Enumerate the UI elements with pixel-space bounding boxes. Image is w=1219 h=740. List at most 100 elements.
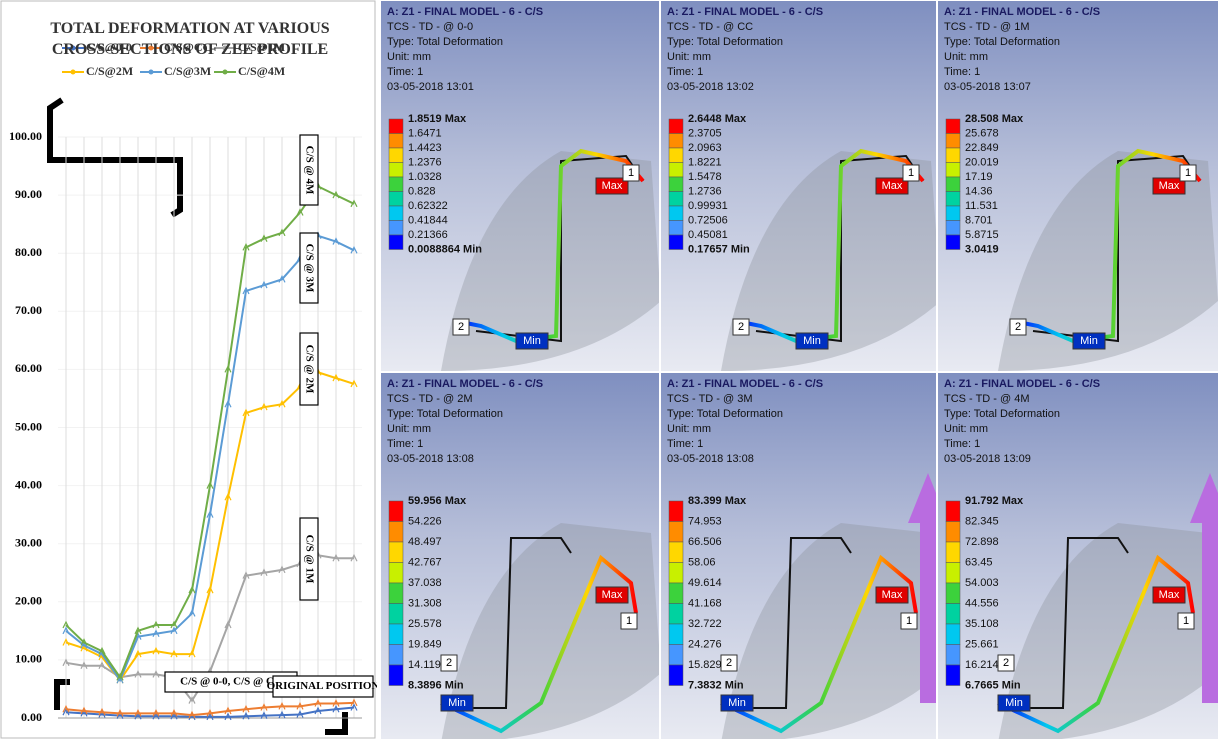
header-line: Type: Total Deformation bbox=[387, 408, 503, 420]
load-arrow bbox=[908, 473, 936, 703]
point-marker bbox=[278, 710, 286, 719]
result-panel: Max Min 1 2 28.508 Max 25.678 22.849 20.019 17.1… bbox=[937, 0, 1219, 372]
legend-band bbox=[945, 500, 961, 522]
annotation: C/S @ 1M bbox=[303, 535, 315, 584]
result-panel: Max Min 1 2 2.6448 Max 2.3705 2.0963 1.8221 1.54… bbox=[660, 0, 937, 372]
legend-value: 0.45081 bbox=[688, 229, 728, 241]
legend-band bbox=[668, 521, 684, 543]
y-tick-label: 30.00 bbox=[15, 535, 42, 549]
legend-label: C/S@CC bbox=[164, 40, 211, 54]
annotation-box bbox=[299, 232, 319, 304]
point-marker bbox=[62, 626, 70, 635]
original-profile bbox=[998, 537, 1129, 709]
panel-header: A: Z1 - FINAL MODEL - 6 - C/S TCS - TD - … bbox=[387, 5, 543, 95]
point-marker bbox=[224, 492, 232, 501]
point-marker bbox=[116, 672, 124, 681]
header-line: 03-05-2018 13:08 bbox=[667, 453, 754, 465]
legend-value: 1.4423 bbox=[408, 142, 442, 154]
header-line: Time: 1 bbox=[667, 438, 704, 450]
header-line: Type: Total Deformation bbox=[667, 408, 783, 420]
legend-value: 63.45 bbox=[965, 556, 993, 568]
legend-marker bbox=[70, 69, 76, 75]
sheet-surface bbox=[998, 523, 1218, 739]
y-tick-label: 90.00 bbox=[15, 187, 42, 201]
point-marker bbox=[62, 658, 70, 667]
panel-header: A: Z1 - FINAL MODEL - 6 - C/S TCS - TD - … bbox=[944, 377, 1100, 467]
legend-band bbox=[388, 147, 404, 163]
point-marker bbox=[188, 712, 196, 721]
point-marker bbox=[206, 510, 214, 518]
probe-tag bbox=[720, 654, 738, 672]
probe-label: Max bbox=[882, 180, 903, 192]
header-line: Time: 1 bbox=[944, 66, 981, 78]
legend-band bbox=[945, 541, 961, 563]
point-marker bbox=[278, 702, 286, 710]
series-line bbox=[65, 701, 355, 717]
legend-band bbox=[388, 220, 404, 236]
deformed-profile bbox=[720, 554, 918, 734]
point-marker bbox=[170, 626, 178, 635]
point-marker bbox=[170, 620, 178, 629]
legend-value: 37.038 bbox=[408, 577, 442, 589]
legend-band bbox=[945, 147, 961, 163]
deformed-profile bbox=[455, 148, 645, 344]
header-line: Type: Total Deformation bbox=[944, 36, 1060, 48]
probe-label: 1 bbox=[626, 615, 632, 627]
probe-tag bbox=[595, 586, 629, 604]
legend-band bbox=[668, 603, 684, 625]
y-tick-label: 10.00 bbox=[15, 652, 42, 666]
point-marker bbox=[350, 703, 358, 711]
bracket bbox=[325, 712, 348, 735]
model-view: Max Min 1 2 59.956 Max 54.226 48.497 42.767 37.0… bbox=[388, 495, 659, 739]
probe-tag bbox=[795, 332, 829, 350]
probe-tag bbox=[1072, 332, 1106, 350]
bracket bbox=[47, 97, 183, 218]
legend-band bbox=[388, 118, 404, 134]
header-line: 03-05-2018 13:09 bbox=[944, 453, 1031, 465]
point-marker bbox=[206, 481, 214, 489]
sheet-surface bbox=[441, 523, 659, 739]
header-line: Unit: mm bbox=[387, 51, 431, 63]
point-marker bbox=[314, 699, 322, 707]
header-line: Unit: mm bbox=[387, 423, 431, 435]
probe-label: Max bbox=[602, 589, 623, 601]
header-line: Time: 1 bbox=[387, 66, 424, 78]
y-tick-label: 50.00 bbox=[15, 419, 42, 433]
header-line: TCS - TD - @ CC bbox=[667, 21, 754, 33]
y-tick-label: 20.00 bbox=[15, 594, 42, 608]
annotation-box bbox=[299, 517, 319, 601]
point-marker bbox=[224, 620, 232, 629]
y-tick-label: 100.00 bbox=[9, 129, 42, 143]
legend-value: 15.829 bbox=[688, 659, 722, 671]
legend-band bbox=[388, 205, 404, 221]
point-marker bbox=[152, 709, 160, 717]
legend-value: 0.62322 bbox=[408, 200, 448, 212]
point-marker bbox=[224, 365, 232, 373]
probe-tag bbox=[902, 164, 920, 182]
header-line: Unit: mm bbox=[667, 423, 711, 435]
sheet-surface bbox=[441, 151, 659, 371]
legend-band bbox=[668, 205, 684, 221]
probe-label: 2 bbox=[1015, 321, 1021, 333]
point-marker bbox=[260, 568, 268, 577]
legend-band bbox=[945, 582, 961, 604]
point-marker bbox=[152, 629, 160, 638]
legend-value: 1.0328 bbox=[408, 171, 442, 183]
legend-value: 14.119 bbox=[408, 659, 441, 671]
point-marker bbox=[188, 585, 196, 594]
legend-value: 0.0088864 Min bbox=[408, 243, 482, 255]
point-marker bbox=[98, 646, 106, 655]
point-marker bbox=[278, 275, 286, 283]
legend-value: 91.792 Max bbox=[965, 495, 1024, 507]
probe-tag bbox=[452, 318, 470, 336]
original-profile bbox=[721, 537, 852, 709]
point-marker bbox=[350, 245, 358, 254]
header-line: A: Z1 - FINAL MODEL - 6 - C/S bbox=[667, 378, 824, 390]
panel-header: A: Z1 - FINAL MODEL - 6 - C/S TCS - TD - … bbox=[667, 377, 823, 467]
header-line: TCS - TD - @ 3M bbox=[667, 393, 753, 405]
annotation: C/S @ 2M bbox=[303, 345, 315, 394]
legend-band bbox=[668, 562, 684, 584]
point-marker bbox=[332, 699, 340, 707]
model-view: Max Min 1 2 83.399 Max 74.953 66.506 58.06 49.61… bbox=[668, 473, 936, 739]
